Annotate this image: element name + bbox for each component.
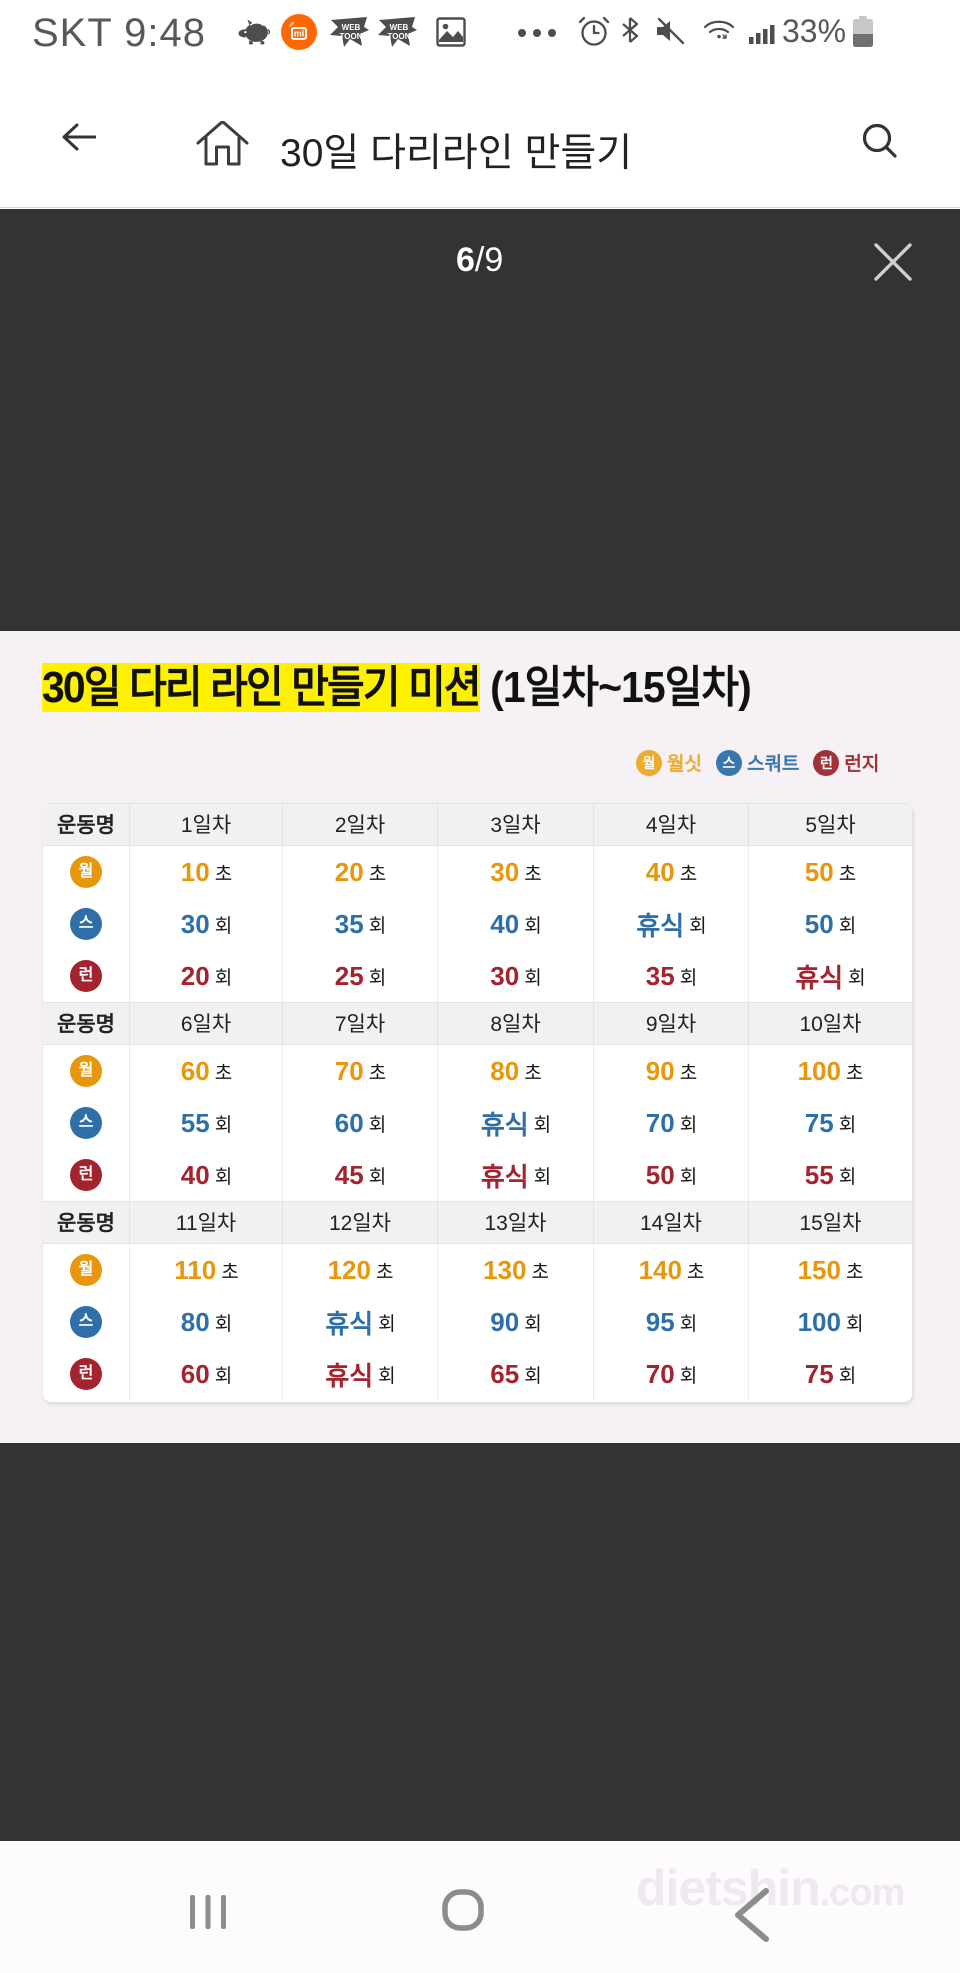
svg-text:TOON: TOON: [388, 32, 411, 41]
svg-text:WEB: WEB: [342, 23, 361, 32]
svg-text:WEB: WEB: [390, 23, 409, 32]
svg-text:TOON: TOON: [340, 32, 363, 41]
svg-text:mi: mi: [294, 29, 305, 39]
